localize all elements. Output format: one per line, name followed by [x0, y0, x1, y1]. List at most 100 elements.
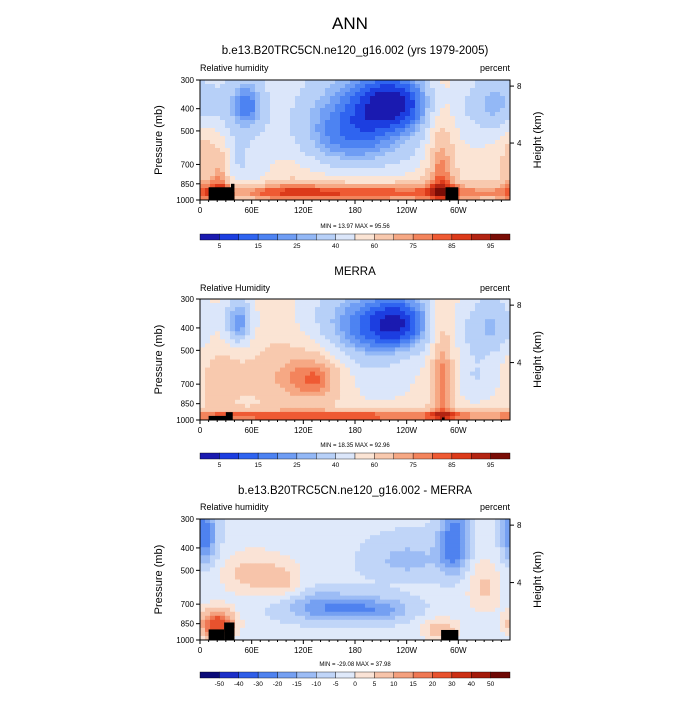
contour-cell: [495, 315, 500, 319]
contour-cell: [230, 547, 235, 551]
contour-cell: [435, 319, 440, 323]
contour-cell: [485, 408, 490, 412]
contour-cell: [500, 408, 505, 412]
contour-cell: [485, 156, 490, 160]
contour-cell: [280, 575, 285, 579]
contour-cell: [430, 563, 435, 567]
contour-cell: [260, 392, 265, 396]
contour-cell: [430, 80, 435, 84]
contour-cell: [260, 184, 265, 188]
contour-cell: [225, 400, 230, 404]
contour-cell: [315, 563, 320, 567]
contour-cell: [475, 188, 480, 192]
contour-cell: [305, 307, 310, 311]
contour-cell: [470, 547, 475, 551]
contour-cell: [340, 571, 345, 575]
contour-cell: [210, 588, 215, 592]
contour-cell: [390, 307, 395, 311]
contour-cell: [460, 527, 465, 531]
contour-cell: [400, 547, 405, 551]
contour-cell: [445, 92, 450, 96]
contour-cell: [365, 400, 370, 404]
contour-cell: [255, 128, 260, 132]
contour-cell: [445, 307, 450, 311]
contour-cell: [325, 96, 330, 100]
contour-cell: [395, 84, 400, 88]
contour-cell: [500, 584, 505, 588]
contour-cell: [310, 380, 315, 384]
contour-cell: [255, 588, 260, 592]
contour-cell: [310, 188, 315, 192]
contour-cell: [430, 523, 435, 527]
contour-cell: [355, 343, 360, 347]
contour-cell: [295, 140, 300, 144]
contour-cell: [235, 307, 240, 311]
contour-cell: [405, 527, 410, 531]
contour-cell: [475, 299, 480, 303]
contour-cell: [500, 547, 505, 551]
contour-cell: [315, 584, 320, 588]
contour-cell: [450, 335, 455, 339]
contour-cell: [320, 144, 325, 148]
contour-cell: [290, 92, 295, 96]
contour-cell: [200, 567, 205, 571]
contour-cell: [380, 412, 385, 416]
contour-cell: [355, 339, 360, 343]
contour-cell: [250, 388, 255, 392]
contour-cell: [390, 108, 395, 112]
contour-cell: [360, 112, 365, 116]
contour-cell: [340, 543, 345, 547]
contour-cell: [235, 331, 240, 335]
contour-cell: [455, 335, 460, 339]
contour-cell: [245, 176, 250, 180]
contour-cell: [340, 104, 345, 108]
contour-cell: [450, 343, 455, 347]
contour-cell: [360, 104, 365, 108]
contour-cell: [345, 156, 350, 160]
contour-cell: [310, 559, 315, 563]
contour-cell: [430, 412, 435, 416]
contour-cell: [435, 571, 440, 575]
contour-cell: [200, 327, 205, 331]
contour-cell: [265, 128, 270, 132]
contour-cell: [235, 380, 240, 384]
contour-cell: [400, 563, 405, 567]
contour-cell: [475, 351, 480, 355]
contour-cell: [245, 100, 250, 104]
contour-cell: [460, 571, 465, 575]
contour-cell: [495, 335, 500, 339]
contour-cell: [475, 152, 480, 156]
contour-cell: [270, 323, 275, 327]
contour-cell: [280, 559, 285, 563]
contour-cell: [300, 100, 305, 104]
contour-cell: [475, 563, 480, 567]
contour-cell: [220, 176, 225, 180]
contour-cell: [260, 580, 265, 584]
contour-cell: [445, 535, 450, 539]
contour-cell: [380, 335, 385, 339]
contour-cell: [440, 184, 445, 188]
contour-cell: [370, 523, 375, 527]
contour-cell: [285, 176, 290, 180]
contour-cell: [245, 575, 250, 579]
x-tick-label: 120E: [294, 426, 313, 435]
contour-cell: [355, 323, 360, 327]
contour-cell: [335, 523, 340, 527]
contour-cell: [250, 136, 255, 140]
contour-cell: [470, 388, 475, 392]
contour-cell: [485, 335, 490, 339]
contour-cell: [470, 184, 475, 188]
contour-cell: [365, 120, 370, 124]
contour-cell: [480, 148, 485, 152]
contour-cell: [245, 555, 250, 559]
contour-cell: [440, 180, 445, 184]
contour-cell: [465, 412, 470, 416]
contour-cell: [280, 156, 285, 160]
contour-cell: [465, 184, 470, 188]
contour-cell: [275, 347, 280, 351]
contour-cell: [450, 372, 455, 376]
contour-cell: [395, 412, 400, 416]
contour-cell: [270, 327, 275, 331]
contour-cell: [230, 303, 235, 307]
contour-cell: [295, 120, 300, 124]
